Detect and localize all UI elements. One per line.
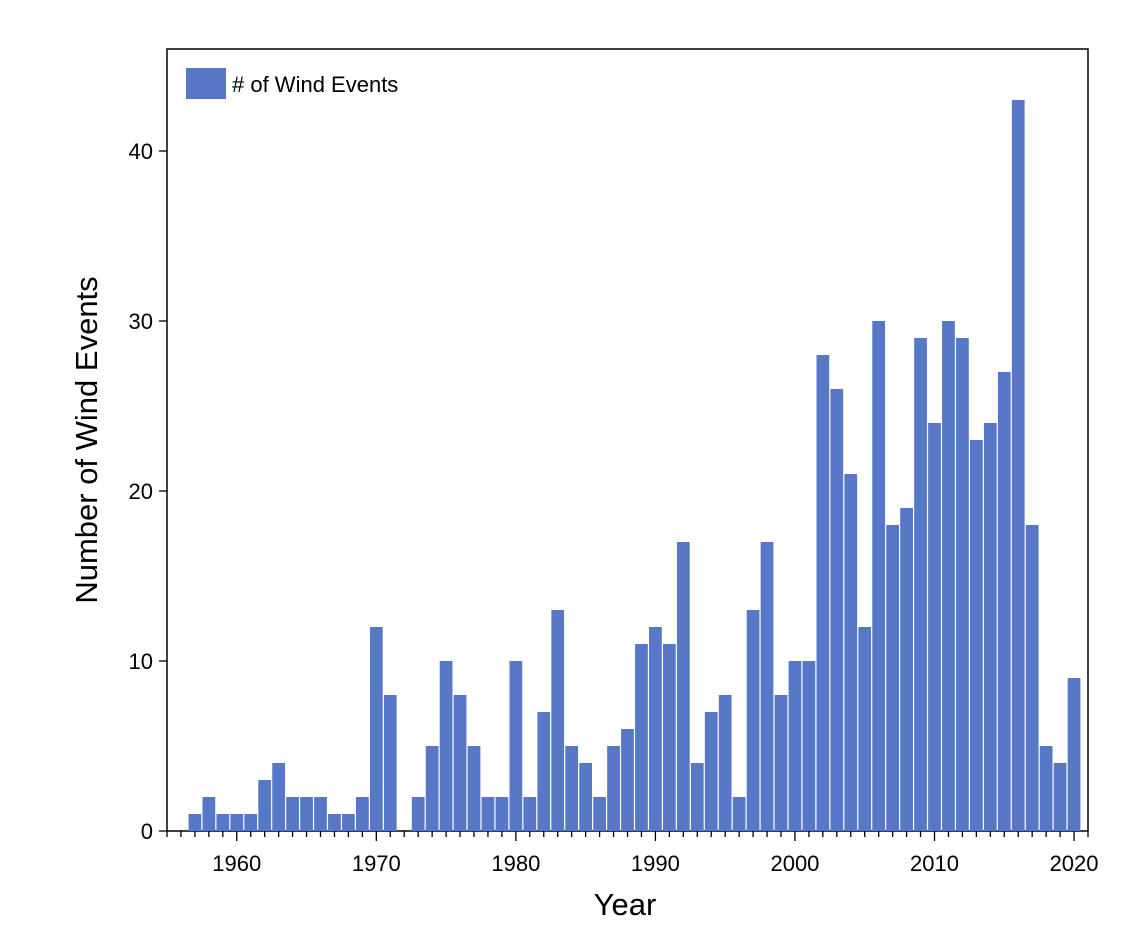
bar-2004 [844, 474, 858, 831]
legend: # of Wind Events [186, 68, 398, 99]
bar-2005 [858, 627, 872, 831]
bar-1974 [425, 746, 439, 831]
bar-2017 [1025, 525, 1039, 831]
bar-1975 [439, 661, 453, 831]
bar-1996 [732, 797, 746, 831]
bar-1993 [690, 763, 704, 831]
bar-1960 [230, 814, 244, 831]
x-tick-label: 2020 [1050, 851, 1099, 876]
bar-1977 [467, 746, 481, 831]
bar-1963 [272, 763, 286, 831]
bar-2000 [788, 661, 802, 831]
bar-1989 [635, 644, 648, 831]
bar-1980 [509, 661, 523, 831]
bar-2019 [1053, 763, 1067, 831]
legend-label: # of Wind Events [232, 72, 398, 97]
bar-2006 [872, 321, 886, 831]
bar-1964 [286, 797, 299, 831]
x-tick-label: 1960 [212, 851, 261, 876]
bar-1987 [607, 746, 620, 831]
bars-group [188, 100, 1081, 831]
bar-1978 [481, 797, 495, 831]
bar-1990 [649, 627, 662, 831]
bar-1991 [662, 644, 676, 831]
bar-1968 [342, 814, 355, 831]
y-tick-label: 40 [129, 139, 153, 164]
bar-1979 [495, 797, 509, 831]
bar-2003 [830, 389, 844, 831]
y-axis-title: Number of Wind Events [69, 276, 104, 603]
bar-1967 [328, 814, 341, 831]
bar-1976 [453, 695, 467, 831]
x-tick-label: 2000 [770, 851, 819, 876]
bar-2008 [900, 508, 913, 831]
bar-1966 [314, 797, 327, 831]
bar-1999 [774, 695, 788, 831]
bar-1994 [704, 712, 718, 831]
bar-1971 [383, 695, 397, 831]
bar-2018 [1039, 746, 1053, 831]
bar-1961 [244, 814, 258, 831]
bar-2012 [956, 338, 969, 831]
bar-1973 [411, 797, 425, 831]
y-tick-label: 0 [141, 819, 153, 844]
x-axis: 1960 1970 1980 1990 2000 2010 2020 [166, 831, 1099, 876]
bar-1983 [551, 610, 565, 831]
bar-2009 [914, 338, 927, 831]
bar-1992 [676, 542, 690, 831]
y-tick-label: 20 [129, 479, 153, 504]
bar-2007 [886, 525, 900, 831]
bar-2002 [816, 355, 830, 831]
bar-1986 [593, 797, 606, 831]
bar-2010 [928, 423, 941, 831]
bar-1998 [760, 542, 774, 831]
bar-2011 [942, 321, 955, 831]
x-tick-label: 1980 [491, 851, 540, 876]
bar-1997 [746, 610, 760, 831]
x-tick-label: 1970 [352, 851, 401, 876]
y-tick-label: 30 [129, 309, 153, 334]
bar-1981 [523, 797, 537, 831]
bar-1982 [537, 712, 551, 831]
bar-1962 [258, 780, 272, 831]
bar-1957 [188, 814, 202, 831]
x-tick-label: 2010 [910, 851, 959, 876]
bar-1958 [202, 797, 216, 831]
bar-1995 [718, 695, 732, 831]
bar-2020 [1067, 678, 1081, 831]
bar-1988 [621, 729, 634, 831]
bar-1959 [216, 814, 230, 831]
bar-1965 [300, 797, 313, 831]
bar-2016 [1011, 100, 1025, 831]
bar-2014 [983, 423, 997, 831]
bar-2013 [969, 440, 983, 831]
legend-swatch [186, 68, 226, 99]
bar-2015 [997, 372, 1011, 831]
bar-1985 [579, 763, 593, 831]
bar-1969 [355, 797, 369, 831]
bar-1970 [369, 627, 383, 831]
y-tick-label: 10 [129, 649, 153, 674]
x-axis-title: Year [594, 887, 657, 922]
y-axis: 0 10 20 30 40 [129, 139, 167, 844]
x-tick-label: 1990 [631, 851, 680, 876]
bar-2001 [802, 661, 816, 831]
bar-1984 [565, 746, 579, 831]
